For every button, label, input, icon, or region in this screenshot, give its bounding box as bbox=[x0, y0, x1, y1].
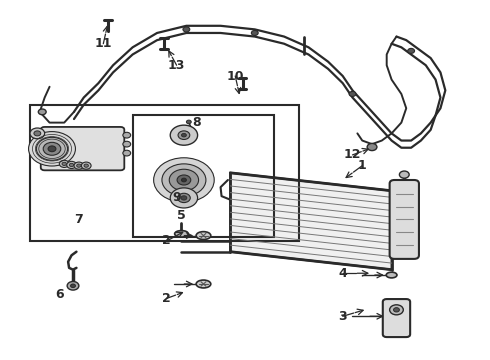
Circle shape bbox=[67, 161, 76, 168]
Circle shape bbox=[74, 162, 84, 169]
FancyBboxPatch shape bbox=[390, 180, 419, 259]
Circle shape bbox=[71, 284, 75, 288]
Text: 10: 10 bbox=[226, 69, 244, 82]
Circle shape bbox=[84, 164, 88, 167]
Circle shape bbox=[186, 120, 191, 124]
Circle shape bbox=[67, 282, 79, 290]
Text: 4: 4 bbox=[339, 267, 347, 280]
Circle shape bbox=[76, 164, 81, 167]
Circle shape bbox=[349, 91, 356, 96]
Circle shape bbox=[177, 175, 191, 185]
Circle shape bbox=[177, 193, 190, 203]
Circle shape bbox=[34, 131, 41, 136]
Circle shape bbox=[28, 132, 75, 166]
Text: 13: 13 bbox=[168, 59, 185, 72]
Circle shape bbox=[62, 162, 67, 166]
Circle shape bbox=[81, 162, 91, 169]
Text: 9: 9 bbox=[172, 192, 181, 204]
Text: 2: 2 bbox=[163, 292, 171, 305]
Ellipse shape bbox=[196, 231, 211, 239]
FancyBboxPatch shape bbox=[383, 299, 410, 337]
Circle shape bbox=[43, 142, 61, 155]
Circle shape bbox=[170, 188, 197, 208]
Circle shape bbox=[367, 143, 377, 150]
Ellipse shape bbox=[196, 280, 211, 288]
Text: 8: 8 bbox=[192, 116, 200, 129]
Circle shape bbox=[38, 109, 46, 115]
Circle shape bbox=[162, 164, 206, 196]
Text: 12: 12 bbox=[344, 148, 361, 161]
Circle shape bbox=[154, 158, 214, 202]
Circle shape bbox=[36, 137, 68, 160]
Circle shape bbox=[408, 48, 415, 53]
Circle shape bbox=[181, 196, 187, 200]
Text: 7: 7 bbox=[74, 213, 83, 226]
Circle shape bbox=[169, 169, 198, 191]
Circle shape bbox=[399, 171, 409, 178]
Text: 3: 3 bbox=[339, 310, 347, 323]
Circle shape bbox=[181, 178, 186, 182]
Circle shape bbox=[251, 31, 258, 36]
Circle shape bbox=[183, 27, 190, 32]
Circle shape bbox=[70, 163, 74, 167]
Bar bbox=[133, 116, 274, 237]
Ellipse shape bbox=[386, 272, 397, 278]
Text: 2: 2 bbox=[163, 234, 171, 247]
Polygon shape bbox=[230, 173, 392, 270]
Circle shape bbox=[48, 146, 56, 152]
Text: 11: 11 bbox=[95, 37, 112, 50]
Circle shape bbox=[390, 305, 403, 315]
Circle shape bbox=[178, 131, 190, 139]
Circle shape bbox=[123, 150, 131, 156]
Circle shape bbox=[59, 160, 69, 167]
Circle shape bbox=[170, 125, 197, 145]
Text: 5: 5 bbox=[177, 210, 186, 222]
Circle shape bbox=[123, 141, 131, 147]
Circle shape bbox=[30, 128, 45, 139]
FancyBboxPatch shape bbox=[41, 127, 124, 170]
Text: 6: 6 bbox=[55, 288, 64, 301]
Ellipse shape bbox=[174, 230, 188, 237]
Circle shape bbox=[393, 308, 399, 312]
Bar bbox=[30, 105, 299, 241]
Text: 1: 1 bbox=[358, 159, 367, 172]
Circle shape bbox=[123, 132, 131, 138]
Circle shape bbox=[181, 134, 186, 137]
